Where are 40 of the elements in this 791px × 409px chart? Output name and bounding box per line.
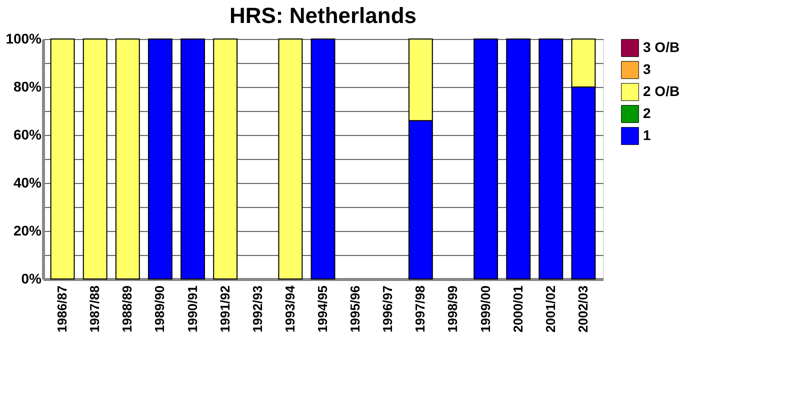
x-tick-label: 1998/99 bbox=[445, 286, 460, 332]
legend-label: 1 bbox=[643, 127, 651, 143]
x-tick-label: 2002/03 bbox=[575, 286, 590, 332]
bar bbox=[310, 38, 336, 280]
bar bbox=[82, 38, 108, 280]
legend-label: 3 O/B bbox=[643, 39, 680, 55]
bar bbox=[538, 38, 564, 280]
bar bbox=[506, 38, 531, 280]
y-tick-label: 100% bbox=[6, 30, 42, 46]
chart-title: HRS: Netherlands bbox=[229, 3, 417, 28]
y-tick-label: 0% bbox=[21, 270, 42, 286]
legend-label: 2 bbox=[643, 105, 651, 121]
x-tick-label: 1987/88 bbox=[87, 286, 102, 332]
x-tick-label: 1995/96 bbox=[348, 286, 363, 332]
bar bbox=[213, 38, 238, 280]
x-tick-label: 1997/98 bbox=[412, 286, 428, 332]
bar bbox=[115, 38, 140, 280]
bar bbox=[474, 38, 498, 280]
x-tick-label: 1993/94 bbox=[282, 284, 298, 332]
y-tick-label: 80% bbox=[13, 78, 42, 94]
x-tick-label: 1994/95 bbox=[315, 286, 330, 332]
x-tick-label: 1996/97 bbox=[380, 286, 396, 332]
bar bbox=[180, 38, 205, 280]
y-tick-label: 60% bbox=[13, 126, 42, 142]
bar bbox=[278, 38, 303, 280]
x-tick-label: 2001/02 bbox=[542, 286, 558, 332]
x-tick-label: 1990/91 bbox=[184, 286, 200, 332]
y-tick-label: 20% bbox=[13, 222, 42, 238]
x-tick-label: 1989/90 bbox=[152, 286, 168, 332]
legend-label: 3 bbox=[643, 61, 651, 77]
legend-label: 2 O/B bbox=[643, 83, 680, 99]
bar bbox=[50, 38, 75, 280]
x-tick-label: 1986/87 bbox=[54, 286, 70, 332]
x-tick-label: 1992/93 bbox=[250, 286, 265, 332]
x-tick-label: 1999/00 bbox=[478, 286, 493, 332]
x-tick-label: 1991/92 bbox=[217, 286, 232, 332]
x-tick-label: 2000/01 bbox=[510, 286, 526, 332]
x-tick-label: 1988/89 bbox=[120, 286, 135, 332]
bar bbox=[148, 38, 172, 280]
y-tick-label: 40% bbox=[13, 174, 42, 190]
